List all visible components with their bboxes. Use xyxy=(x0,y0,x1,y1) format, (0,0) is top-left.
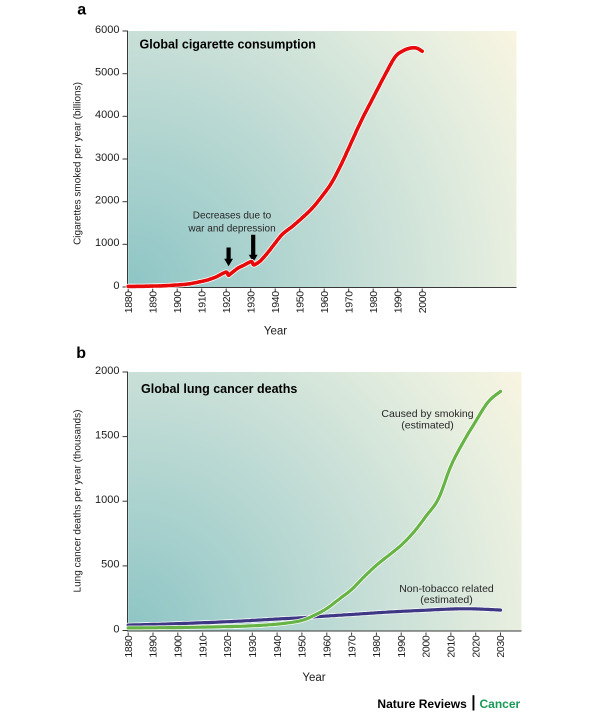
svg-text:1900: 1900 xyxy=(172,291,184,313)
svg-text:Cigarettes smoked per year (bi: Cigarettes smoked per year (billions) xyxy=(73,82,84,245)
svg-text:Non-tobacco related: Non-tobacco related xyxy=(399,583,494,595)
svg-text:Lung cancer deaths per year (t: Lung cancer deaths per year (thousands) xyxy=(73,410,84,593)
svg-text:2000: 2000 xyxy=(417,291,429,313)
svg-text:Global cigarette consumption: Global cigarette consumption xyxy=(140,38,316,52)
svg-text:war and depression: war and depression xyxy=(187,224,275,235)
svg-text:4000: 4000 xyxy=(95,109,119,121)
svg-text:1990: 1990 xyxy=(396,635,408,657)
svg-text:1500: 1500 xyxy=(95,429,119,441)
svg-text:1960: 1960 xyxy=(322,635,334,657)
svg-text:Global lung cancer deaths: Global lung cancer deaths xyxy=(141,382,297,396)
svg-text:a: a xyxy=(77,2,86,19)
svg-text:1930: 1930 xyxy=(245,291,257,313)
svg-text:1900: 1900 xyxy=(173,635,185,657)
svg-text:2000: 2000 xyxy=(95,365,119,377)
svg-text:1880: 1880 xyxy=(123,635,135,657)
svg-text:1000: 1000 xyxy=(95,494,119,506)
svg-text:5000: 5000 xyxy=(95,67,119,79)
svg-text:1970: 1970 xyxy=(343,291,355,313)
svg-text:Year: Year xyxy=(264,326,287,338)
svg-text:2000: 2000 xyxy=(95,195,119,207)
svg-text:1920: 1920 xyxy=(222,635,234,657)
svg-text:1990: 1990 xyxy=(392,291,404,313)
svg-text:1950: 1950 xyxy=(297,635,309,657)
svg-text:1940: 1940 xyxy=(272,635,284,657)
svg-text:500: 500 xyxy=(101,559,119,571)
svg-text:2010: 2010 xyxy=(446,635,458,657)
svg-text:1910: 1910 xyxy=(197,635,209,657)
svg-text:1980: 1980 xyxy=(368,291,380,313)
svg-text:Decreases due to: Decreases due to xyxy=(193,211,272,222)
svg-text:0: 0 xyxy=(113,623,119,635)
svg-text:1890: 1890 xyxy=(148,635,160,657)
svg-text:3000: 3000 xyxy=(95,152,119,164)
svg-text:Caused by smoking: Caused by smoking xyxy=(381,408,473,420)
svg-text:1890: 1890 xyxy=(147,291,159,313)
svg-text:1980: 1980 xyxy=(371,635,383,657)
svg-text:1910: 1910 xyxy=(196,291,208,313)
svg-text:Year: Year xyxy=(302,672,325,684)
svg-text:Cancer: Cancer xyxy=(480,697,521,711)
svg-text:1000: 1000 xyxy=(95,237,119,249)
svg-text:1950: 1950 xyxy=(294,291,306,313)
svg-text:1920: 1920 xyxy=(221,291,233,313)
svg-text:b: b xyxy=(76,345,86,362)
svg-text:0: 0 xyxy=(113,280,119,292)
svg-text:1970: 1970 xyxy=(346,635,358,657)
svg-text:2030: 2030 xyxy=(495,635,507,657)
svg-text:1960: 1960 xyxy=(319,291,331,313)
svg-text:1940: 1940 xyxy=(270,291,282,313)
svg-text:2020: 2020 xyxy=(470,635,482,657)
svg-text:1930: 1930 xyxy=(247,635,259,657)
svg-text:2000: 2000 xyxy=(421,635,433,657)
svg-text:Nature Reviews: Nature Reviews xyxy=(377,697,467,711)
svg-text:(estimated): (estimated) xyxy=(401,420,454,432)
svg-text:6000: 6000 xyxy=(95,24,119,36)
svg-text:(estimated): (estimated) xyxy=(420,594,473,606)
svg-text:1880: 1880 xyxy=(123,291,135,313)
